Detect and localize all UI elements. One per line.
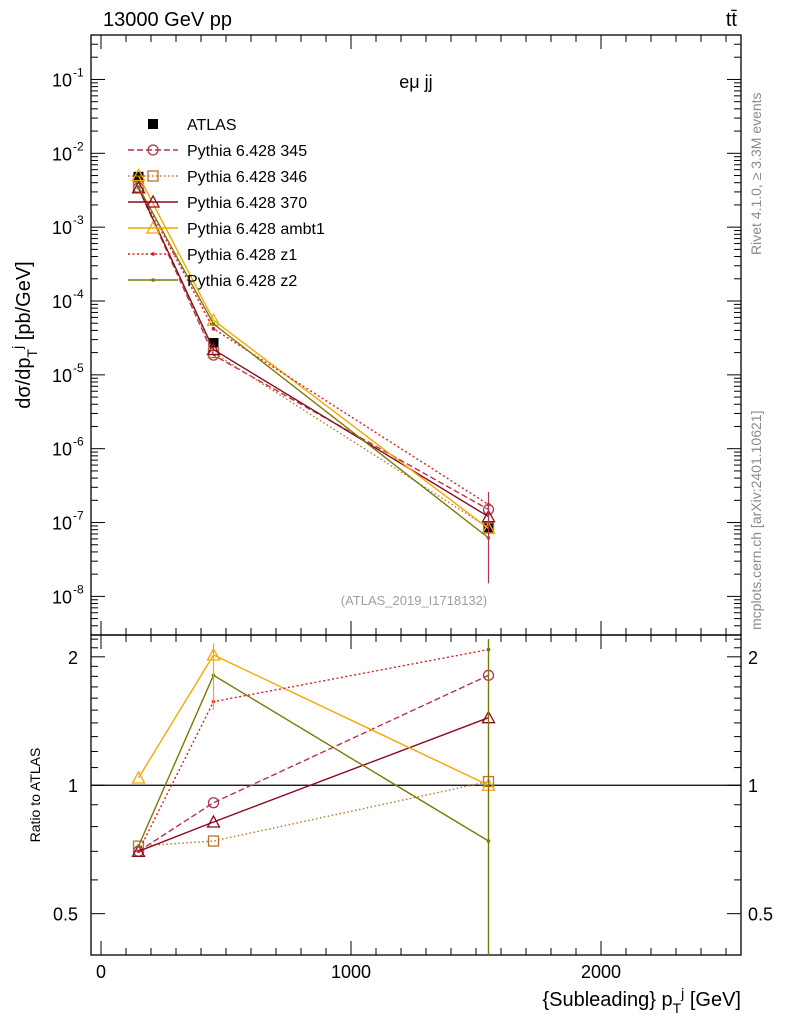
ratio-point-pythia-6-428-ambt1	[131, 770, 146, 784]
legend-label-pythia-6-428-370: Pythia 6.428 370	[187, 195, 307, 212]
ratio-point-pythia-6-428-345	[207, 797, 220, 809]
main-point-pythia-6-428-z2	[211, 322, 216, 326]
legend-marker-pythia-6-428-ambt1	[145, 220, 161, 234]
ratio-series-line-pythia-6-428-370	[138, 717, 489, 852]
y-tick-label: 10	[52, 144, 72, 164]
main-point-pythia-6-428-370	[206, 342, 221, 356]
legend: ATLAS Pythia 6.428 345 Pythia 6.428 346 Pyt…	[128, 117, 325, 290]
y-tick-label: 10	[52, 440, 72, 460]
ratio-point-pythia-6-428-370	[206, 814, 221, 828]
y-tick-label: 10	[52, 587, 72, 607]
legend-marker-atlas	[148, 119, 158, 129]
x-tick-label: 1000	[331, 962, 371, 982]
ratio-series-line-pythia-6-428-ambt1	[137, 654, 489, 786]
main-ylabel: dσ/dpTj [pb/GeV]	[9, 261, 40, 408]
y-tick-exponent: -6	[73, 435, 84, 449]
legend-label-pythia-6-428-346: Pythia 6.428 346	[187, 169, 307, 186]
mcplots-label: mcplots.cern.ch [arXiv:2401.10621]	[748, 411, 764, 630]
main-point-pythia-6-428-z1	[211, 327, 216, 331]
legend-label-pythia-6-428-345: Pythia 6.428 345	[187, 143, 307, 160]
channel-label: eμ jj	[399, 72, 432, 92]
x-tick-label: 2000	[581, 962, 621, 982]
y-tick-exponent: -7	[73, 509, 84, 523]
main-point-pythia-6-428-z2	[136, 185, 141, 189]
y-tick-exponent: -2	[73, 139, 84, 153]
legend-marker-pythia-6-428-345	[147, 144, 159, 156]
y-tick-label: 10	[52, 292, 72, 312]
main-point-pythia-6-428-ambt1	[131, 168, 146, 182]
y-tick-exponent: -8	[73, 582, 84, 596]
main-series-group	[131, 168, 496, 584]
legend-marker-pythia-6-428-z1	[151, 252, 155, 256]
ratio-series-line-pythia-6-428-346	[138, 780, 489, 847]
legend-label-atlas: ATLAS	[187, 117, 237, 134]
ratio-point-pythia-6-428-346	[207, 835, 220, 847]
main-series-line-pythia-6-428-ambt1	[137, 175, 489, 530]
process-label: tt̄	[726, 9, 738, 31]
ratio-y-tick-label-right: 1	[748, 776, 758, 796]
ratio-y-tick-label: 1	[68, 776, 78, 796]
ratio-panel-frame	[90, 634, 742, 956]
legend-marker-pythia-6-428-346	[147, 170, 159, 182]
ratio-y-tick-label-right: 0.5	[748, 905, 773, 925]
analysis-id-label: (ATLAS_2019_I1718132)	[341, 593, 487, 608]
x-tick-label: 0	[96, 962, 106, 982]
main-series-line-pythia-6-428-346	[137, 186, 489, 529]
legend-label-pythia-6-428-ambt1: Pythia 6.428 ambt1	[187, 221, 325, 238]
plot-frames	[90, 34, 742, 956]
energy-label: 13000 GeV pp	[103, 9, 232, 31]
legend-marker-pythia-6-428-z2	[151, 278, 155, 282]
ratio-y-tick-label: 2	[68, 648, 78, 668]
legend-label-pythia-6-428-z2: Pythia 6.428 z2	[187, 273, 297, 290]
ratio-point-pythia-6-428-z2	[136, 844, 141, 848]
ratio-series-line-pythia-6-428-345	[138, 674, 489, 852]
x-axis-label: {Subleading} pTj [GeV]	[542, 985, 741, 1016]
ratio-y-tick-label-right: 2	[748, 648, 758, 668]
y-tick-label: 10	[52, 514, 72, 534]
legend-marker-pythia-6-428-370	[145, 194, 161, 208]
labels: 13000 GeV pp tt̄ eμ jj (ATLAS_2019_I1718…	[27, 9, 764, 843]
ratio-point-pythia-6-428-z1	[136, 849, 141, 854]
legend-label-pythia-6-428-z1: Pythia 6.428 z1	[187, 247, 297, 264]
rivet-label: Rivet 4.1.0, ≥ 3.3M events	[748, 92, 764, 255]
y-tick-exponent: -5	[73, 361, 84, 375]
y-tick-label: 10	[52, 218, 72, 238]
ratio-series-group	[91, 639, 741, 955]
ratio-point-pythia-6-428-370	[131, 843, 146, 857]
main-point-pythia-6-428-370	[131, 180, 146, 194]
ratio-ylabel: Ratio to ATLAS	[27, 748, 43, 843]
y-tick-exponent: -3	[73, 213, 84, 227]
y-tick-label: 10	[52, 366, 72, 386]
y-tick-exponent: -1	[73, 65, 84, 79]
y-tick-label: 10	[52, 70, 72, 90]
main-series-line-pythia-6-428-370	[137, 187, 489, 518]
y-tick-exponent: -4	[73, 287, 84, 301]
ratio-y-tick-label: 0.5	[53, 905, 78, 925]
ratio-series-line-pythia-6-428-z1	[137, 648, 489, 852]
